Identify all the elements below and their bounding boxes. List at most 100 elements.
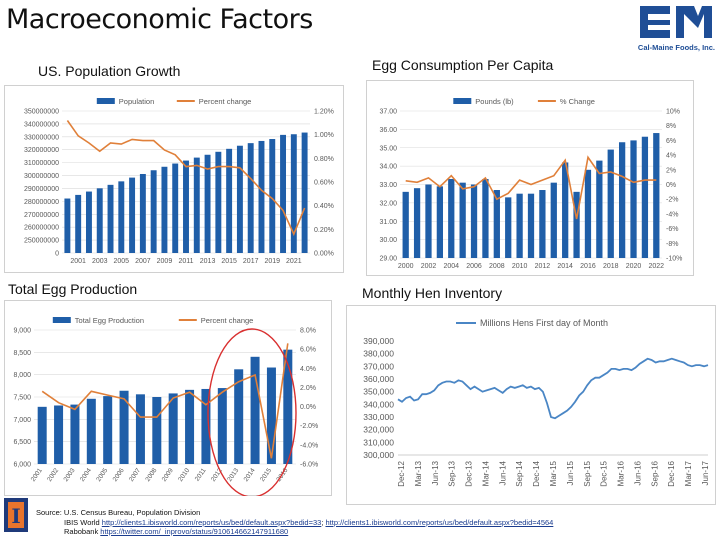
pop-xtick-label: 2003 [92, 258, 108, 265]
percap-y2tick-label: 10% [666, 109, 680, 116]
pop-bar [204, 154, 211, 253]
percap-y2tick-label: -6% [666, 226, 678, 233]
logo-m-left [676, 6, 684, 38]
percap-bar [436, 186, 444, 258]
percap-xtick-label: 2008 [489, 263, 505, 270]
rabobank-link[interactable]: https://twitter.com/_inprovo/status/9106… [100, 527, 289, 536]
pop-y2tick-label: 0.60% [314, 180, 334, 187]
total-y2tick-label: 2.0% [300, 385, 316, 392]
total-bar [86, 398, 96, 464]
percap-xtick-label: 2016 [580, 263, 596, 270]
pop-xtick-label: 2017 [243, 258, 259, 265]
pop-series-line [66, 120, 306, 237]
pop-bar [118, 181, 125, 253]
pop-bar [226, 148, 233, 253]
percap-bar [470, 184, 478, 258]
hen-xtick-label: Jun-15 [566, 460, 575, 485]
percap-series-line [405, 155, 657, 220]
total-bar [201, 388, 211, 464]
total-bar [185, 389, 195, 464]
pop-y2tick-label: 1.00% [314, 132, 334, 139]
ibis-link-2[interactable]: http://clients1.ibisworld.com/reports/us… [325, 517, 554, 527]
total-chart: Total Egg Production Percent change 6,000 6… [4, 300, 332, 496]
percap-ytick-label: 37.00 [379, 109, 397, 116]
total-xtick-label: 2004 [79, 467, 93, 483]
percap-xtick-label: 2022 [649, 263, 665, 270]
percap-bar [413, 188, 421, 258]
total-bar [135, 394, 145, 464]
university-logo: I [4, 498, 28, 532]
source-footer: Source: U.S. Census Bureau, Population D… [36, 508, 553, 537]
hen-ytick-label: 330,000 [363, 412, 394, 422]
hen-ytick-label: 340,000 [363, 399, 394, 409]
percap-y2tick-label: 4% [666, 153, 676, 160]
hen-frame [346, 305, 716, 505]
pop-xtick-label: 2021 [286, 258, 302, 265]
section-title-pop: US. Population Growth [38, 63, 181, 79]
total-xtick-label: 2002 [46, 467, 60, 483]
percap-xtick-label: 2012 [535, 263, 551, 270]
total-ytick-label: 7,500 [13, 395, 31, 402]
percap-ytick-label: 29.00 [379, 256, 397, 263]
hen-xtick-label: Mar-16 [617, 460, 626, 486]
total-y2tick-label: -4.0% [300, 442, 318, 449]
percap-legend-label-0: Pounds (lb) [475, 97, 514, 106]
pop-ytick-label: 250000000 [24, 238, 59, 245]
percap-y2tick-label: -8% [666, 241, 678, 248]
percap-frame [366, 80, 694, 276]
total-y2tick-label: 6.0% [300, 347, 316, 354]
percap-y2tick-label: 6% [666, 138, 676, 145]
university-logo-letter: I [11, 504, 20, 528]
total-bar [250, 356, 260, 464]
percap-xtick-label: 2006 [466, 263, 482, 270]
logo-caption: Cal-Maine Foods, Inc. [638, 43, 715, 52]
pop-ytick-label: 310000000 [24, 160, 59, 167]
percap-bar [539, 190, 546, 258]
footer-ibis-label: IBIS World [64, 517, 102, 527]
percap-bar [550, 182, 557, 258]
logo-m-right [704, 6, 712, 38]
pop-xtick-label: 2015 [221, 258, 237, 265]
total-xtick-label: 2009 [161, 467, 175, 483]
hen-xtick-label: Jun-13 [431, 460, 440, 485]
hen-xtick-label: Mar-15 [549, 460, 558, 486]
pop-bar [75, 194, 82, 253]
percap-ytick-label: 36.00 [379, 127, 397, 134]
total-xtick-label: 2005 [95, 467, 109, 483]
total-bar [37, 406, 47, 464]
percap-y2tick-label: 8% [666, 123, 676, 130]
percap-y2tick-label: -2% [666, 197, 678, 204]
hen-xtick-label: Dec-16 [667, 460, 676, 486]
pop-legend-swatch-0 [96, 98, 115, 104]
total-bar [168, 393, 178, 464]
pop-bar [129, 177, 136, 253]
hen-ytick-label: 380,000 [363, 349, 394, 359]
total-xtick-label: 2007 [128, 467, 142, 483]
ibis-link-1[interactable]: http://clients1.ibisworld.com/reports/us… [101, 517, 322, 527]
percap-bar [641, 136, 649, 258]
total-ytick-label: 8,500 [13, 350, 31, 357]
hen-xtick-label: Jun-16 [633, 460, 642, 485]
pop-y2tick-label: 0.40% [314, 203, 334, 210]
percap-y2tick-label: 0% [666, 182, 676, 189]
total-ytick-label: 6,500 [13, 439, 31, 446]
pop-legend-label-0: Population [119, 97, 154, 106]
pop-bar [280, 134, 287, 253]
total-legend-label-0: Total Egg Production [75, 316, 144, 325]
total-y2tick-label: -6.0% [300, 462, 318, 469]
hen-ytick-label: 350,000 [363, 387, 394, 397]
pop-y2tick-label: 1.20% [314, 109, 334, 116]
percap-bar [527, 193, 535, 258]
pop-chart: Population Percent change 0 250000000 260000… [4, 85, 344, 273]
percap-xtick-label: 2002 [421, 263, 437, 270]
total-xtick-label: 2001 [30, 467, 44, 483]
total-bar [234, 369, 244, 464]
hen-ytick-label: 310,000 [363, 437, 394, 447]
percap-y2tick-label: -4% [666, 211, 678, 218]
footer-sep: ; [321, 517, 326, 527]
percap-bar [618, 142, 626, 258]
hen-xtick-label: Sep-16 [650, 460, 659, 486]
pop-bar [96, 188, 103, 253]
hen-xtick-label: Mar-13 [414, 460, 423, 486]
percap-bar [482, 178, 489, 258]
